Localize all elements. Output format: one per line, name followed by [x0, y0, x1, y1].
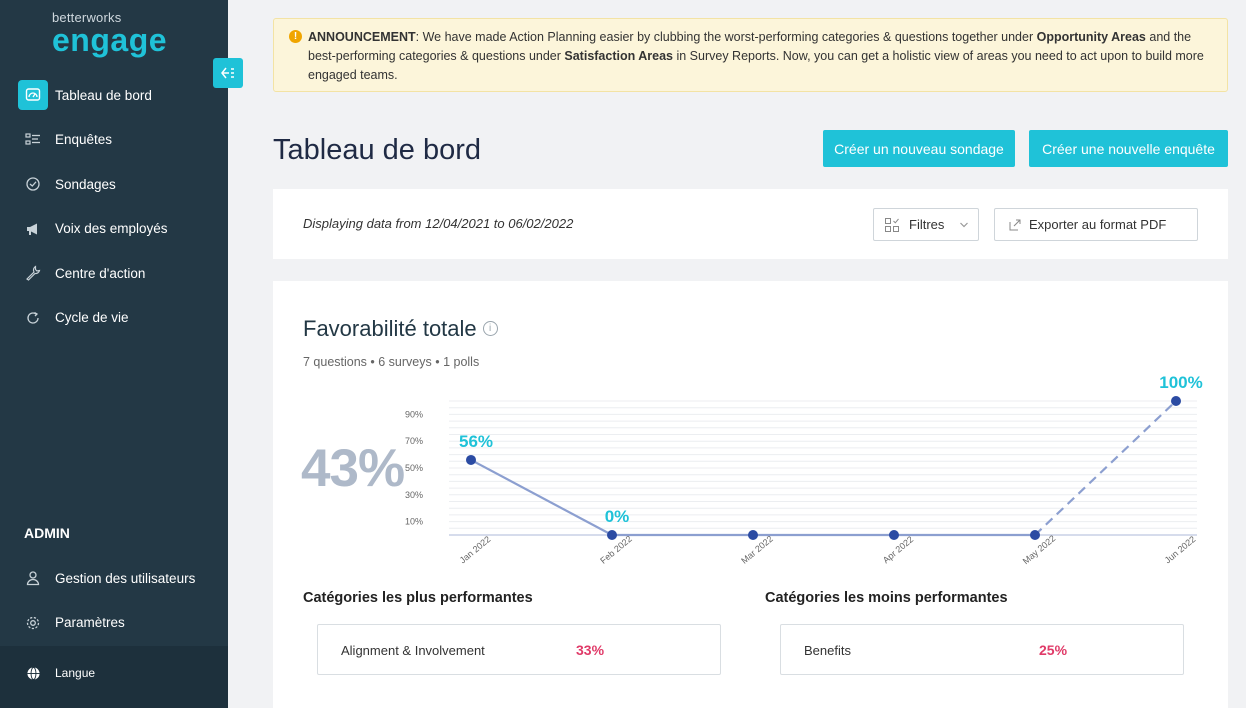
export-label: Exporter au format PDF — [1029, 217, 1167, 232]
brand-company: betterworks — [52, 10, 122, 25]
sidebar-item-polls[interactable]: Sondages — [0, 169, 228, 199]
sidebar-item-action-center[interactable]: Centre d'action — [0, 258, 228, 288]
sidebar-item-employee-voice[interactable]: Voix des employés — [0, 214, 228, 244]
announcement-text: : We have made Action Planning easier by… — [415, 30, 1037, 44]
sidebar-item-label: Centre d'action — [55, 265, 146, 281]
total-favorability-value: 43% — [301, 439, 405, 498]
sidebar: betterworks engage Tableau de bord Enquê… — [0, 0, 228, 708]
announcement-bold-satisfaction: Satisfaction Areas — [564, 49, 673, 63]
favorability-line-chart: 10% 30% 50% 70% 90% Jan 2022 Feb 2022 Mar 2022 A… — [405, 373, 1203, 566]
create-poll-button[interactable]: Créer un nouveau sondage — [823, 130, 1015, 167]
brand-logo[interactable]: betterworks engage — [52, 10, 168, 58]
y-tick-label: 50% — [405, 463, 423, 473]
category-name: Alignment & Involvement — [341, 643, 485, 658]
bottom-category-card[interactable]: Benefits 25% — [780, 624, 1184, 675]
filter-grid-icon — [885, 217, 899, 232]
top-category-card[interactable]: Alignment & Involvement 33% — [317, 624, 721, 675]
favorability-title-text: Favorabilité totale — [303, 316, 477, 341]
data-point — [748, 530, 758, 540]
page-title: Tableau de bord — [273, 134, 481, 166]
sidebar-item-label: Gestion des utilisateurs — [55, 570, 196, 586]
chevron-down-icon — [960, 222, 969, 227]
category-name: Benefits — [804, 643, 851, 658]
x-tick-label: Apr 2022 — [881, 534, 915, 565]
bottom-categories-title: Catégories les moins performantes — [765, 590, 1008, 606]
language-selector[interactable]: Langue — [18, 658, 95, 688]
data-point — [1030, 530, 1040, 540]
info-icon[interactable]: i — [482, 320, 498, 336]
filters-dropdown[interactable]: Filtres — [873, 208, 979, 241]
category-score: 25% — [1039, 642, 1068, 658]
admin-nav: Gestion des utilisateurs Paramètres — [0, 563, 228, 652]
sidebar-item-user-management[interactable]: Gestion des utilisateurs — [0, 563, 228, 593]
top-categories-title: Catégories les plus performantes — [303, 590, 533, 606]
wrench-icon — [18, 258, 48, 288]
warning-icon: ! — [289, 30, 302, 43]
cycle-icon — [18, 303, 48, 333]
brand-product: engage — [52, 22, 168, 58]
x-tick-label: May 2022 — [1021, 533, 1058, 566]
globe-icon — [18, 658, 48, 688]
collapse-sidebar-button[interactable] — [213, 58, 243, 88]
data-point — [466, 454, 476, 465]
data-label: 100% — [1159, 373, 1202, 392]
y-tick-label: 10% — [405, 517, 423, 527]
create-survey-button[interactable]: Créer une nouvelle enquête — [1029, 130, 1228, 167]
sidebar-item-label: Cycle de vie — [55, 310, 129, 325]
dashboard-icon — [18, 80, 48, 110]
announcement-bold-opportunity: Opportunity Areas — [1036, 30, 1146, 44]
sidebar-item-dashboard[interactable]: Tableau de bord — [0, 80, 228, 110]
y-tick-label: 90% — [405, 409, 423, 419]
x-tick-label: Jan 2022 — [458, 534, 493, 565]
poll-check-icon — [18, 169, 48, 199]
user-icon — [18, 563, 48, 593]
collapse-arrow-icon — [221, 67, 234, 79]
filter-bar: Displaying data from 12/04/2021 to 06/02… — [273, 189, 1228, 259]
x-tick-label: Mar 2022 — [739, 534, 775, 566]
announcement-text: and the best-performing categories & que… — [308, 30, 1192, 63]
admin-section-title: ADMIN — [24, 525, 70, 541]
sidebar-item-label: Sondages — [55, 176, 116, 192]
sidebar-item-label: Paramètres — [55, 615, 125, 630]
favorability-subtitle: 7 questions • 6 surveys • 1 polls — [303, 355, 480, 369]
y-tick-label: 70% — [405, 436, 423, 446]
megaphone-icon — [18, 214, 48, 244]
announcement-banner: ! ANNOUNCEMENT: We have made Action Plan… — [273, 18, 1228, 92]
data-label: 56% — [459, 432, 493, 451]
favorability-card: Favorabilité totale i 7 questions • 6 sur… — [273, 281, 1228, 708]
series-line-segment — [470, 458, 613, 536]
sidebar-footer: Langue — [0, 646, 228, 708]
export-icon — [1009, 219, 1021, 230]
filters-label: Filtres — [909, 217, 945, 232]
survey-list-icon — [18, 125, 48, 155]
favorability-title: Favorabilité totale i — [303, 316, 498, 342]
x-tick-label: Feb 2022 — [598, 534, 634, 566]
data-point — [607, 530, 617, 540]
announcement-prefix: ANNOUNCEMENT — [308, 30, 416, 44]
sidebar-item-label: Voix des employés — [55, 221, 168, 236]
x-tick-label: Jun 2022 — [1163, 534, 1198, 565]
data-point — [889, 530, 899, 540]
y-tick-label: 30% — [405, 490, 423, 500]
main-nav: Tableau de bord Enquêtes Sondages Voix d… — [0, 80, 228, 347]
export-pdf-button[interactable]: Exporter au format PDF — [994, 208, 1198, 241]
sidebar-item-lifecycle[interactable]: Cycle de vie — [0, 303, 228, 333]
sidebar-item-settings[interactable]: Paramètres — [0, 608, 228, 638]
gear-icon — [18, 608, 48, 638]
language-label: Langue — [55, 666, 96, 680]
sidebar-item-label: Tableau de bord — [55, 87, 152, 103]
data-label: 0% — [605, 507, 630, 526]
sidebar-item-label: Enquêtes — [55, 132, 113, 147]
data-point — [1171, 396, 1181, 406]
sidebar-item-surveys[interactable]: Enquêtes — [0, 125, 228, 155]
series-line-segment-dashed — [1034, 400, 1177, 536]
announcement-text: in Survey Reports. Now, you can get a ho… — [308, 49, 1204, 82]
category-score: 33% — [576, 642, 605, 658]
date-range-text: Displaying data from 12/04/2021 to 06/02… — [303, 216, 574, 231]
